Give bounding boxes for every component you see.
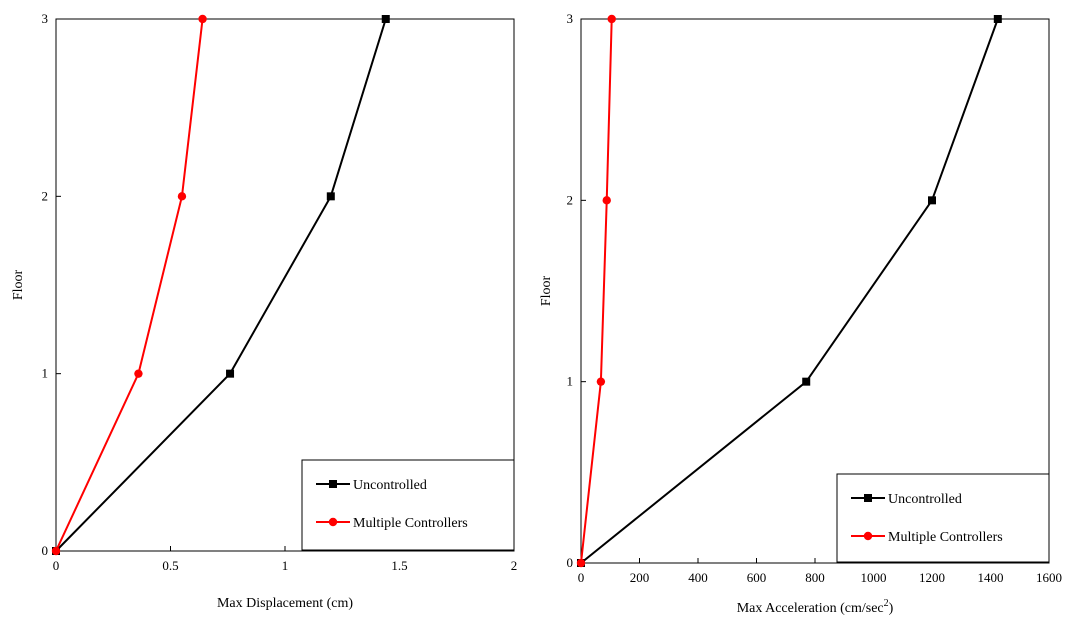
x-tick-label: 1.5 bbox=[391, 558, 407, 573]
plot-area bbox=[580, 18, 1050, 564]
x-tick-label: 1400 bbox=[978, 570, 1004, 585]
x-tick-label: 1000 bbox=[861, 570, 887, 585]
data-point bbox=[802, 377, 811, 386]
y-axis-title: Floor bbox=[11, 269, 26, 300]
y-tick-label: 3 bbox=[567, 11, 574, 26]
chart-acceleration: 0 200 400 600 800 1000 1200 1400 1600 0 1 2 3 Uncont… bbox=[539, 11, 1062, 616]
data-point bbox=[602, 196, 611, 205]
y-axis-title: Floor bbox=[539, 275, 554, 306]
data-point bbox=[198, 14, 207, 24]
series-line bbox=[580, 18, 613, 564]
data-point bbox=[51, 546, 61, 556]
x-axis-title: Max Displacement (cm) bbox=[217, 596, 353, 611]
y-tick-label: 0 bbox=[567, 555, 574, 570]
x-tick-label: 1600 bbox=[1036, 570, 1062, 585]
x-tick-label: 1200 bbox=[919, 570, 945, 585]
data-point bbox=[134, 369, 143, 378]
x-tick-label: 1 bbox=[282, 558, 289, 573]
legend-box bbox=[836, 473, 1050, 563]
y-tick-label: 1 bbox=[567, 374, 574, 389]
x-tick-label: 0.5 bbox=[162, 558, 178, 573]
x-tick-label: 2 bbox=[511, 558, 518, 573]
series-line bbox=[580, 18, 999, 564]
y-tick-label: 0 bbox=[42, 543, 49, 558]
y-tick-label: 3 bbox=[42, 11, 49, 26]
data-point bbox=[326, 192, 335, 201]
legend-box bbox=[301, 459, 515, 551]
y-tick-label: 1 bbox=[42, 366, 49, 381]
data-point bbox=[596, 377, 606, 386]
data-point bbox=[576, 558, 586, 568]
x-tick-label: 600 bbox=[747, 570, 767, 585]
legend-label: Multiple Controllers bbox=[888, 530, 1003, 545]
y-tick-label: 2 bbox=[567, 192, 574, 207]
data-point bbox=[226, 369, 235, 378]
data-point bbox=[993, 15, 1002, 23]
x-tick-label: 400 bbox=[688, 570, 708, 585]
data-point bbox=[928, 196, 936, 205]
x-tick-label: 200 bbox=[630, 570, 650, 585]
legend-marker bbox=[329, 480, 337, 488]
chart-displacement: 0 0.5 1 1.5 2 0 1 2 3 Uncontrolled Multiple Contr… bbox=[11, 11, 518, 611]
data-point bbox=[177, 192, 187, 201]
series-line bbox=[55, 18, 387, 552]
legend-marker bbox=[863, 531, 873, 541]
data-point bbox=[381, 15, 390, 23]
y-tick-label: 2 bbox=[42, 188, 49, 203]
legend-label: Uncontrolled bbox=[888, 492, 962, 507]
legend-label: Multiple Controllers bbox=[353, 516, 468, 531]
legend-label: Uncontrolled bbox=[353, 478, 427, 493]
legend-marker bbox=[864, 494, 872, 502]
data-point bbox=[607, 14, 616, 24]
x-axis-title: Max Acceleration (cm/sec2) bbox=[737, 598, 894, 616]
x-tick-label: 0 bbox=[53, 558, 60, 573]
x-tick-label: 800 bbox=[805, 570, 825, 585]
series-line bbox=[55, 18, 204, 552]
legend-marker bbox=[328, 517, 338, 527]
x-tick-label: 0 bbox=[578, 570, 585, 585]
